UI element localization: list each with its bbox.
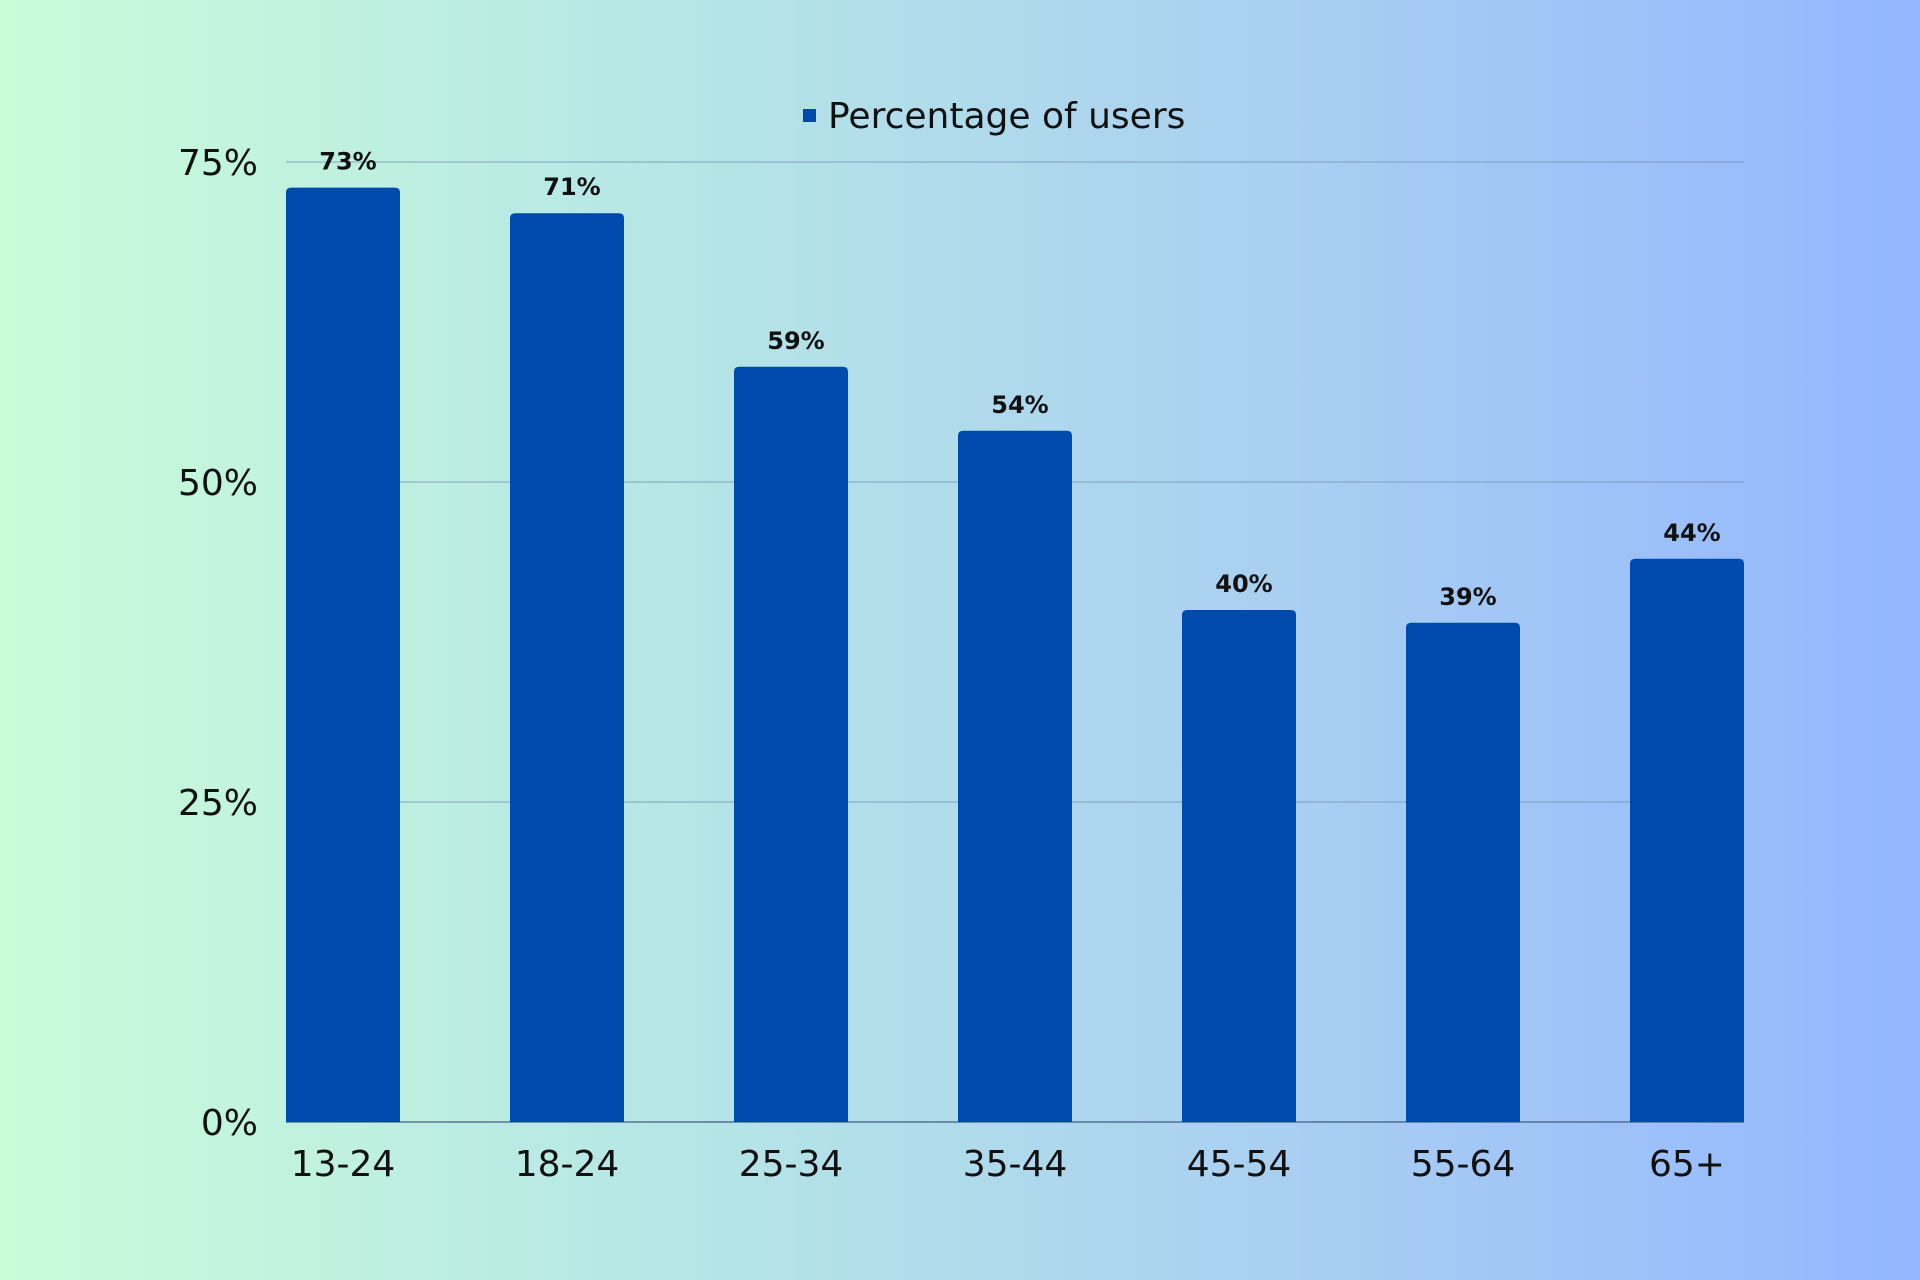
y-tick-label: 75% <box>178 143 258 184</box>
bar-13-24 <box>286 187 400 1123</box>
bar-55-64 <box>1406 622 1520 1122</box>
data-label: 71% <box>543 173 600 201</box>
data-label: 54% <box>991 391 1048 419</box>
bar-35-44 <box>958 430 1072 1122</box>
bar-45-54 <box>1182 610 1296 1122</box>
bar-25-34 <box>734 366 848 1122</box>
x-tick-label: 65+ <box>1649 1144 1725 1185</box>
data-label: 44% <box>1663 519 1720 547</box>
legend: Percentage of users <box>803 96 1185 137</box>
x-tick-label: 13-24 <box>291 1144 396 1185</box>
legend-label: Percentage of users <box>828 96 1185 137</box>
x-tick-label: 18-24 <box>515 1144 620 1185</box>
data-label: 73% <box>319 148 376 176</box>
data-labels: 73% 71% 59% 54% 40% 39% 44% <box>319 148 1720 611</box>
bar-65+ <box>1630 558 1744 1122</box>
x-tick-label: 45-54 <box>1187 1144 1292 1185</box>
data-label: 40% <box>1215 570 1272 598</box>
x-tick-label: 35-44 <box>963 1144 1068 1185</box>
x-tick-label: 25-34 <box>739 1144 844 1185</box>
bar-18-24 <box>510 213 624 1122</box>
y-tick-label: 0% <box>201 1103 258 1144</box>
y-axis-ticks: 0% 25% 50% 75% <box>178 143 258 1144</box>
data-label: 39% <box>1439 583 1496 611</box>
x-axis-ticks: 13-24 18-24 25-34 35-44 45-54 55-64 65+ <box>291 1144 1725 1185</box>
legend-swatch <box>803 109 816 122</box>
y-tick-label: 25% <box>178 783 258 824</box>
x-tick-label: 55-64 <box>1411 1144 1516 1185</box>
y-tick-label: 50% <box>178 463 258 504</box>
data-label: 59% <box>767 327 824 355</box>
bars <box>286 187 1744 1123</box>
